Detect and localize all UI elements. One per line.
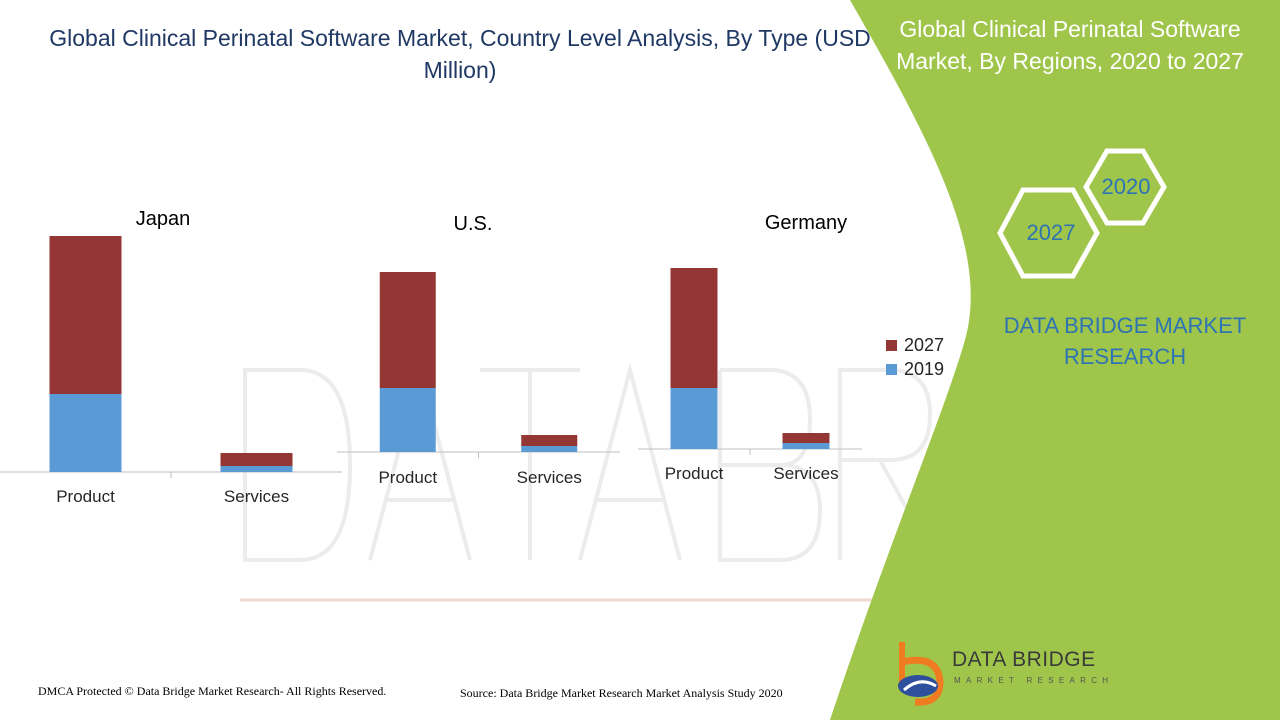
bar-services-2027 — [521, 435, 578, 446]
bar-product-2019 — [670, 388, 718, 449]
hexagon-2027 — [997, 187, 1100, 279]
hexagon-shapes — [997, 148, 1167, 279]
bar-services-2019 — [782, 443, 830, 449]
bar-product-2027 — [49, 236, 122, 394]
source-note: Source: Data Bridge Market Research Mark… — [460, 686, 783, 700]
bar-product-2027 — [379, 272, 436, 388]
legend-item-2027: 2027 — [886, 333, 944, 357]
logo-icon — [898, 642, 944, 706]
x-tick-label: Services — [517, 468, 582, 487]
page-title: Global Clinical Perinatal Software Marke… — [49, 25, 871, 83]
side-panel-title: Global Clinical Perinatal Software Marke… — [896, 16, 1244, 74]
chart-germany: Germany Product Services — [638, 212, 862, 483]
chart-us: U.S. Product Services — [337, 213, 620, 487]
bar-product-2027 — [670, 268, 718, 388]
brand-text: DATA BRIDGE MARKET RESEARCH — [1003, 313, 1247, 369]
x-tick-label: Services — [224, 487, 289, 506]
bar-product-2019 — [379, 388, 436, 452]
bar-services-2019 — [220, 466, 293, 472]
legend-label-2019: 2019 — [904, 358, 945, 379]
bar-services-2027 — [782, 433, 830, 443]
hex-year-2020: 2020 — [1101, 174, 1151, 199]
bar-product-2019 — [49, 394, 122, 472]
chart-title: Germany — [765, 212, 847, 234]
bar-services-2019 — [521, 446, 578, 452]
x-tick-label: Services — [773, 464, 838, 483]
hex-year-2027: 2027 — [1026, 220, 1076, 245]
hexagon-2020 — [1083, 148, 1167, 226]
legend-swatch-2019 — [886, 363, 897, 375]
legend-label-2027: 2027 — [904, 334, 945, 355]
chart-japan: Japan Product Services — [0, 208, 342, 506]
copyright-notice: DMCA Protected © Data Bridge Market Rese… — [38, 684, 387, 698]
legend: 2027 2019 — [886, 333, 944, 381]
logo-name: DATA BRIDGE — [952, 648, 1096, 671]
chart-title: Japan — [136, 208, 191, 230]
x-tick-label: Product — [665, 464, 724, 483]
legend-item-2019: 2019 — [886, 357, 944, 381]
x-tick-label: Product — [56, 487, 115, 506]
logo-tagline: MARKET RESEARCH — [954, 676, 1114, 685]
bar-services-2027 — [220, 453, 293, 466]
legend-swatch-2027 — [886, 339, 897, 351]
x-tick-label: Product — [378, 468, 437, 487]
year-hexagons: 2020 2027 — [990, 140, 1180, 290]
chart-title: U.S. — [454, 213, 493, 235]
